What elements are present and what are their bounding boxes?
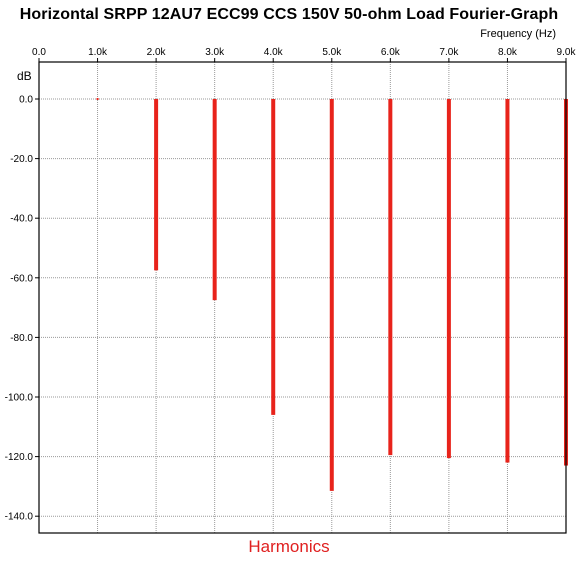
x-tick-label: 9.0k bbox=[557, 47, 577, 58]
y-tick-label: -20.0 bbox=[10, 154, 33, 165]
harmonic-bar bbox=[505, 99, 510, 463]
x-tick-label: 7.0k bbox=[439, 47, 459, 58]
y-tick-label: -100.0 bbox=[5, 393, 34, 404]
x-tick-label: 5.0k bbox=[322, 47, 342, 58]
y-tick-label: -140.0 bbox=[5, 512, 34, 523]
x-tick-label: 4.0k bbox=[264, 47, 284, 58]
axes bbox=[35, 58, 567, 534]
x-tick-label: 6.0k bbox=[381, 47, 401, 58]
harmonic-bar bbox=[388, 99, 393, 456]
y-tick-label: -80.0 bbox=[10, 333, 33, 344]
y-tick-label: -60.0 bbox=[10, 273, 33, 284]
harmonic-bar bbox=[446, 99, 451, 459]
x-tick-label: 2.0k bbox=[147, 47, 167, 58]
x-tick-label: 1.0k bbox=[88, 47, 108, 58]
harmonic-bars bbox=[96, 98, 568, 491]
plot-frame bbox=[38, 61, 567, 534]
harmonic-bar bbox=[154, 99, 159, 271]
y-tick-label: 0.0 bbox=[19, 95, 33, 106]
y-tick-label: -120.0 bbox=[5, 452, 34, 463]
x-tick-label: 3.0k bbox=[205, 47, 225, 58]
chart-title: Horizontal SRPP 12AU7 ECC99 CCS 150V 50-… bbox=[19, 6, 559, 23]
y-axis-label: dB bbox=[17, 69, 32, 83]
harmonic-bar bbox=[329, 99, 334, 491]
x-tick-label: 0.0 bbox=[32, 47, 46, 58]
y-tick-label: -40.0 bbox=[10, 214, 33, 225]
grid-lines bbox=[39, 62, 566, 533]
tick-labels: 0.0 1.0k 2.0k 3.0k 4.0k 5.0k 6.0k 7.0k 8.0k 9.0k 0… bbox=[5, 47, 577, 523]
harmonics-label: Harmonics bbox=[248, 537, 330, 556]
harmonic-bar bbox=[271, 99, 276, 415]
x-axis-label: Frequency (Hz) bbox=[480, 28, 556, 40]
harmonic-bar bbox=[212, 99, 217, 301]
x-tick-label: 8.0k bbox=[498, 47, 518, 58]
